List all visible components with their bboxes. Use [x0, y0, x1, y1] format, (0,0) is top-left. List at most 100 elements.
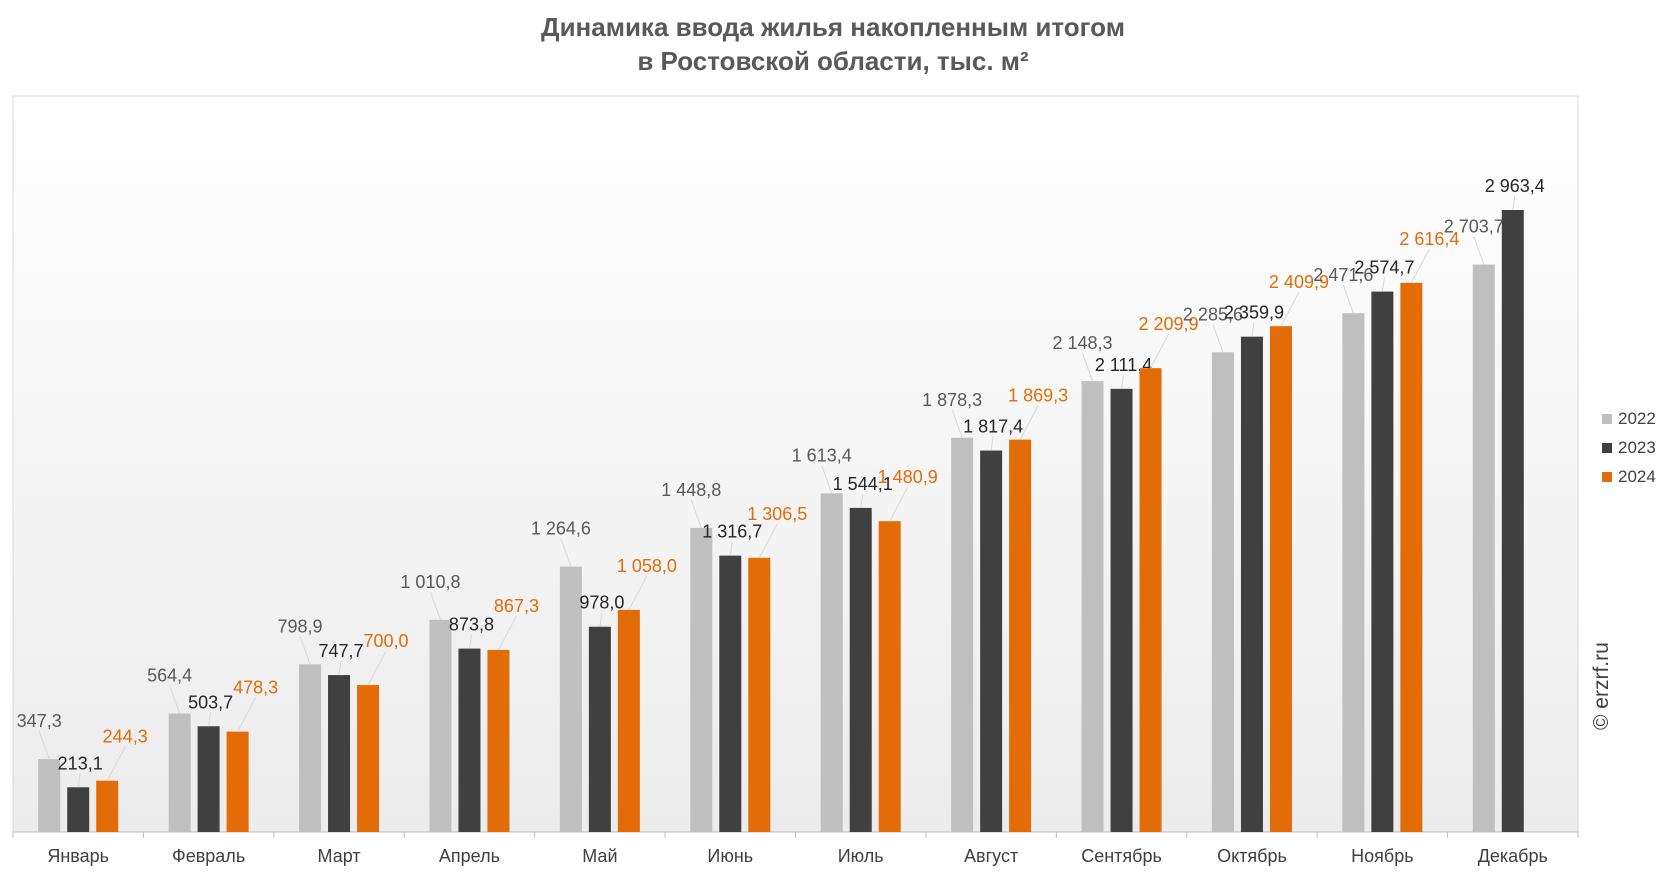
data-label-2022-4: 1 264,6: [531, 519, 591, 539]
data-label-leader: [628, 575, 648, 611]
data-label-2023-0: 213,1: [58, 753, 103, 773]
bar-2024-6: [878, 521, 901, 832]
data-label-leader: [468, 634, 472, 649]
bar-2024-8: [1139, 368, 1162, 832]
data-label-2022-0: 347,3: [17, 711, 62, 731]
data-label-2023-11: 2 963,4: [1485, 176, 1545, 196]
bar-2024-7: [1009, 439, 1032, 832]
bar-2023-4: [588, 626, 611, 832]
data-label-2024-9: 2 409,9: [1269, 272, 1329, 292]
data-label-2023-10: 2 574,7: [1354, 258, 1414, 278]
bar-2022-1: [168, 713, 191, 832]
data-label-2023-9: 2 359,9: [1224, 303, 1284, 323]
data-label-2024-4: 1 058,0: [617, 556, 677, 576]
watermark: © erzrf.ru: [1590, 642, 1613, 730]
bar-2023-6: [849, 507, 872, 832]
data-label-leader: [208, 712, 212, 727]
bar-2023-1: [197, 726, 220, 832]
bar-2024-10: [1400, 282, 1423, 832]
chart-title-line-2: в Ростовской области, тыс. м²: [637, 46, 1029, 76]
data-label-2023-7: 1 817,4: [963, 417, 1023, 437]
data-label-2024-1: 478,3: [233, 678, 278, 698]
bar-2022-3: [429, 619, 452, 832]
x-tick-label: Декабрь: [1478, 846, 1548, 866]
bar-2023-3: [458, 648, 481, 832]
legend-swatch-2023: [1602, 443, 1612, 453]
data-label-leader: [758, 523, 778, 559]
data-label-leader: [889, 486, 909, 522]
data-label-leader: [1512, 195, 1516, 211]
bar-2023-11: [1501, 210, 1524, 832]
data-label-leader: [1121, 374, 1125, 389]
data-label-2022-7: 1 878,3: [922, 390, 982, 410]
chart-title-line-1: Динамика ввода жилья накопленным итогом: [541, 12, 1125, 42]
data-label-leader: [1212, 324, 1224, 353]
x-tick-label: Август: [964, 846, 1018, 866]
bar-2023-2: [328, 675, 351, 832]
x-tick-label: Июль: [838, 846, 884, 866]
x-tick-label: Сентябрь: [1081, 846, 1162, 866]
data-label-leader: [729, 541, 733, 556]
x-tick-label: Март: [318, 846, 361, 866]
data-label-leader: [1381, 277, 1385, 292]
bar-2024-2: [357, 685, 380, 832]
data-label-2022-2: 798,9: [278, 616, 323, 636]
data-label-2022-10: 2 471,6: [1313, 265, 1373, 285]
x-tick-label: Июнь: [707, 846, 753, 866]
x-tick-label: Январь: [47, 846, 109, 866]
bar-2024-9: [1269, 326, 1292, 832]
data-label-leader: [690, 499, 702, 529]
data-label-leader: [1251, 322, 1255, 337]
data-label-2022-5: 1 448,8: [661, 480, 721, 500]
bar-2022-11: [1472, 264, 1495, 832]
data-label-2023-8: 2 111,4: [1095, 355, 1152, 375]
legend-label-2023: 2023: [1618, 438, 1656, 457]
data-label-2023-1: 503,7: [188, 692, 233, 712]
data-label-2022-11: 2 703,7: [1444, 217, 1504, 237]
data-label-leader: [1473, 236, 1485, 265]
data-label-2023-6: 1 544,1: [833, 474, 893, 494]
data-label-leader: [169, 685, 181, 714]
data-label-leader: [1082, 352, 1094, 382]
bar-2022-2: [299, 664, 322, 832]
data-label-leader: [1019, 405, 1039, 440]
data-label-2024-0: 244,3: [103, 727, 148, 747]
legend-label-2022: 2022: [1618, 409, 1656, 428]
data-label-2022-1: 564,4: [147, 666, 192, 686]
data-label-2024-2: 700,0: [364, 631, 409, 651]
bar-2022-8: [1081, 381, 1104, 832]
data-label-2022-8: 2 148,3: [1053, 333, 1113, 353]
bar-2023-5: [719, 555, 742, 832]
data-label-leader: [237, 697, 257, 732]
data-label-2023-5: 1 316,7: [702, 522, 762, 542]
data-label-leader: [77, 773, 81, 788]
data-label-leader: [1280, 291, 1300, 327]
bar-2022-7: [951, 437, 974, 832]
x-tick-label: Май: [582, 846, 617, 866]
data-label-leader: [560, 538, 572, 567]
x-tick-label: Февраль: [172, 846, 245, 866]
data-label-2023-4: 978,0: [579, 593, 624, 613]
data-label-leader: [367, 650, 387, 686]
bar-2022-10: [1342, 313, 1365, 832]
plot-area: [12, 95, 1579, 833]
chart-title: Динамика ввода жилья накопленным итогом …: [0, 10, 1666, 78]
data-label-2023-3: 873,8: [449, 615, 494, 635]
legend-swatch-2022: [1602, 414, 1612, 424]
data-label-leader: [1342, 285, 1354, 314]
bar-2023-10: [1371, 291, 1394, 832]
bar-2022-0: [38, 759, 61, 832]
bar-2022-6: [820, 493, 843, 832]
data-label-2024-7: 1 869,3: [1008, 386, 1068, 406]
data-label-2022-3: 1 010,8: [400, 572, 460, 592]
data-label-leader: [599, 612, 603, 627]
bar-2024-3: [487, 649, 510, 832]
data-label-leader: [821, 465, 833, 494]
data-label-2022-9: 2 285,6: [1183, 304, 1243, 324]
bar-2024-5: [748, 557, 771, 832]
bar-2023-8: [1110, 388, 1133, 832]
data-label-leader: [429, 591, 441, 621]
x-tick-label: Октябрь: [1217, 846, 1287, 866]
bar-2024-4: [617, 609, 640, 832]
